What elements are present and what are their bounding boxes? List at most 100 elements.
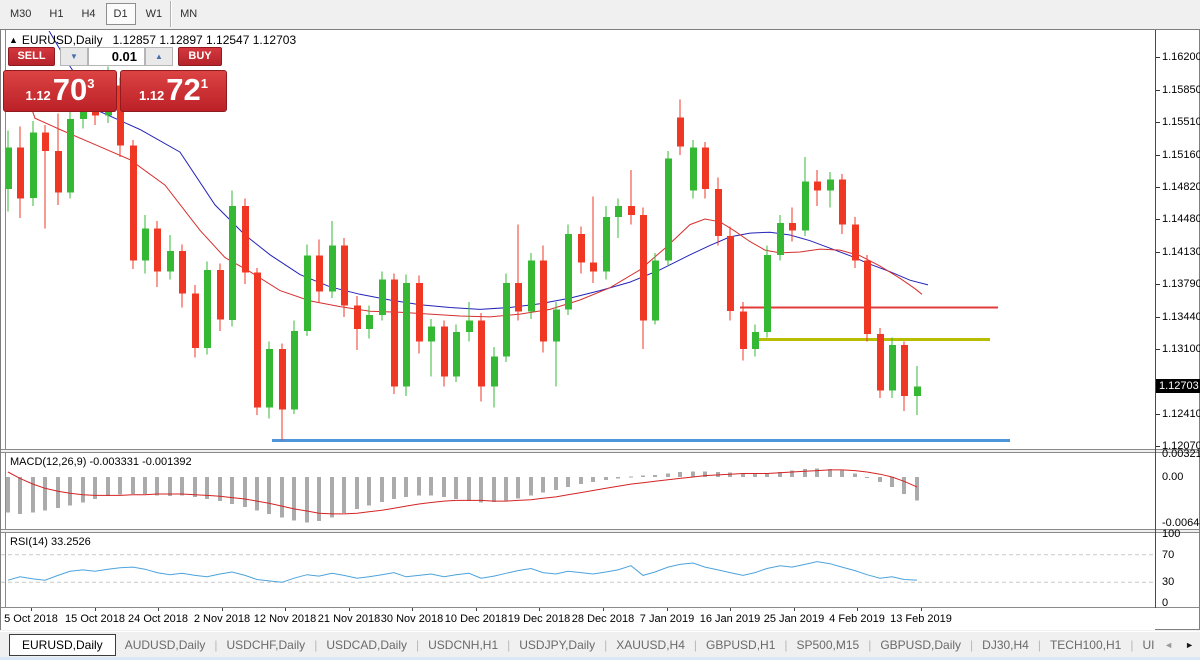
tabs-scroll-left-icon[interactable]: ◄ (1164, 640, 1174, 650)
candle-body (403, 283, 410, 387)
macd-histogram-bar (367, 477, 371, 506)
rsi-indicator-label: RSI(14) 33.2526 (10, 536, 91, 548)
macd-histogram-bar (753, 474, 757, 477)
candle-body (441, 326, 448, 377)
buy-price-big: 72 (166, 72, 201, 107)
macd-histogram-bar (305, 477, 309, 523)
candle-body (839, 179, 846, 225)
date-axis-label: 21 Nov 2018 (317, 613, 381, 625)
candle-body (304, 255, 311, 331)
tab-separator: | (868, 637, 872, 652)
macd-histogram-bar (516, 477, 520, 499)
chevron-down-icon: ▼ (70, 52, 78, 61)
macd-histogram-bar (853, 473, 857, 477)
chart-tab-usdchf-daily[interactable]: USDCHF,Daily (226, 637, 306, 652)
candle-body (379, 279, 386, 316)
candle-body (154, 228, 161, 272)
volume-input[interactable] (88, 47, 145, 66)
candle-body (391, 279, 398, 387)
buy-button[interactable]: BUY (178, 47, 222, 66)
chart-tab-eurusd-daily[interactable]: EURUSD,Daily (9, 633, 116, 656)
tab-scroll-arrows: ◄ ► (1158, 639, 1194, 651)
macd-histogram-bar (404, 477, 408, 497)
chart-tab-usdcnh-h1[interactable]: USDCNH,H1 (428, 637, 499, 652)
price-axis-label: 1.16200 (1162, 51, 1200, 63)
candle-body (864, 260, 871, 334)
chart-tab-xauusd-h4[interactable]: XAUUSD,H4 (616, 637, 685, 652)
candle-body (266, 349, 273, 408)
macd-histogram-bar (31, 477, 35, 513)
toolbar-separator (170, 1, 171, 27)
candle-body (478, 320, 485, 387)
timeframe-button-h1[interactable]: H1 (49, 8, 64, 20)
macd-histogram-bar (380, 477, 384, 502)
chart-tab-ui[interactable]: UI (1142, 637, 1155, 652)
panel-splitter[interactable] (1, 529, 1199, 533)
macd-histogram-bar (355, 477, 359, 509)
candle-body (167, 251, 174, 272)
panel-splitter[interactable] (1, 449, 1199, 453)
sell-button[interactable]: SELL (8, 47, 55, 66)
price-axis-tick (1156, 252, 1160, 253)
price-axis-tick (1156, 187, 1160, 188)
buy-price-sup: 1 (200, 76, 209, 91)
timeframe-button-d1[interactable]: D1 (105, 3, 136, 25)
chart-tab-usdcad-daily[interactable]: USDCAD,Daily (326, 637, 407, 652)
sell-price-big: 70 (52, 72, 88, 107)
date-axis-tick (158, 608, 159, 611)
macd-histogram-bar (168, 477, 172, 497)
candle-body (690, 147, 697, 191)
date-axis-tick (31, 608, 32, 611)
candle-body (341, 245, 348, 306)
candle-body (466, 320, 473, 332)
macd-histogram-bar (591, 477, 595, 482)
price-axis-label: 1.13790 (1162, 278, 1200, 290)
chart-tab-dj30-h4[interactable]: DJ30,H4 (982, 637, 1029, 652)
macd-histogram-bar (454, 477, 458, 499)
volume-decrease-button[interactable]: ▼ (60, 47, 88, 66)
macd-histogram-bar (6, 477, 10, 513)
chart-tab-gbpusd-daily[interactable]: GBPUSD,Daily (880, 637, 962, 652)
candle-body (179, 251, 186, 294)
timeframe-button-mn[interactable]: MN (180, 8, 198, 20)
price-axis-tick (1156, 284, 1160, 285)
macd-histogram-bar (629, 476, 633, 478)
candle-body (764, 254, 771, 332)
date-axis[interactable]: 5 Oct 2018 15 Oct 2018 24 Oct 2018 2 Nov 20… (1, 608, 1155, 630)
tabs-scroll-right-icon[interactable]: ► (1185, 640, 1194, 650)
price-axis-label: 1.14130 (1162, 246, 1200, 258)
candle-body (491, 356, 498, 387)
candle-body (428, 326, 435, 342)
timeframe-button-h4[interactable]: H4 (81, 8, 96, 20)
chart-tab-usdjpy-daily[interactable]: USDJPY,Daily (519, 637, 596, 652)
price-axis-tick (1156, 317, 1160, 318)
chart-tab-gbpusd-h1[interactable]: GBPUSD,H1 (706, 637, 776, 652)
macd-histogram-bar (815, 468, 819, 477)
volume-increase-button[interactable]: ▲ (145, 47, 173, 66)
candle-body (665, 158, 672, 261)
macd-histogram-bar (890, 477, 894, 487)
buy-price-panel[interactable]: 1.12 72 1 (120, 70, 227, 112)
macd-histogram-bar (529, 477, 533, 496)
macd-histogram-bar (878, 477, 882, 482)
buy-price-prefix: 1.12 (138, 88, 165, 103)
date-axis-label: 12 Nov 2018 (253, 613, 317, 625)
macd-histogram-bar (317, 477, 321, 521)
candle-body (827, 179, 834, 191)
candle-body (217, 269, 224, 320)
macd-histogram-bar (566, 477, 570, 487)
timeframe-button-m30[interactable]: M30 (10, 8, 32, 20)
macd-axis-label: 0.00 (1162, 471, 1184, 483)
timeframe-button-w1[interactable]: W1 (145, 8, 163, 20)
sell-price-panel[interactable]: 1.12 70 3 (3, 70, 117, 112)
macd-axis-label: 0.003216 (1162, 448, 1200, 460)
chart-tab-sp500-m15[interactable]: SP500,M15 (796, 637, 860, 652)
macd-histogram-bar (915, 477, 919, 501)
chart-tab-audusd-daily[interactable]: AUDUSD,Daily (124, 637, 206, 652)
date-axis-tick (412, 608, 413, 611)
tab-separator: | (507, 637, 511, 652)
chart-tab-tech100-h1[interactable]: TECH100,H1 (1049, 637, 1122, 652)
macd-histogram-bar (118, 477, 122, 495)
candle-body (789, 222, 796, 231)
price-axis-tick (1156, 414, 1160, 415)
